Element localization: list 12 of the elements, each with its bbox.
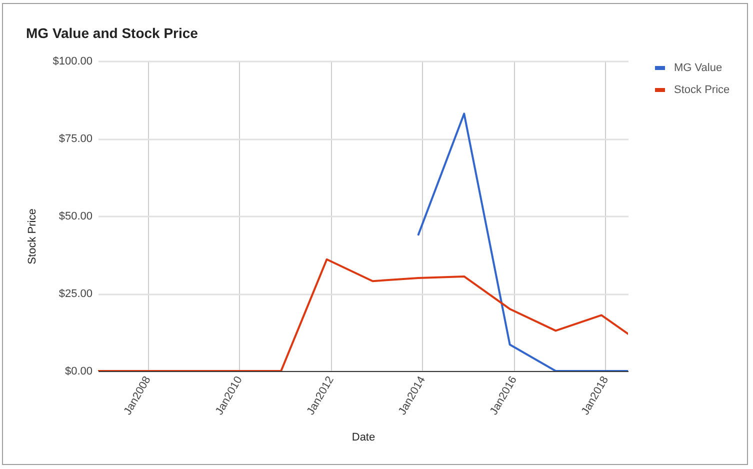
line-series: [98, 258, 628, 371]
y-tick-label: $50.00: [58, 210, 92, 222]
y-axis-title: Stock Price: [26, 208, 38, 264]
y-tick-label: $75.00: [58, 133, 92, 145]
y-tick-label: $0.00: [64, 366, 92, 378]
legend-label: Stock Price: [674, 84, 730, 96]
legend-label: MG Value: [674, 62, 722, 74]
y-tick-label: $25.00: [58, 288, 92, 300]
line-series: [417, 112, 628, 371]
y-tick-label: $100.00: [52, 56, 92, 68]
chart-title: MG Value and Stock Price: [26, 25, 198, 41]
x-axis-title: Date: [352, 432, 376, 444]
